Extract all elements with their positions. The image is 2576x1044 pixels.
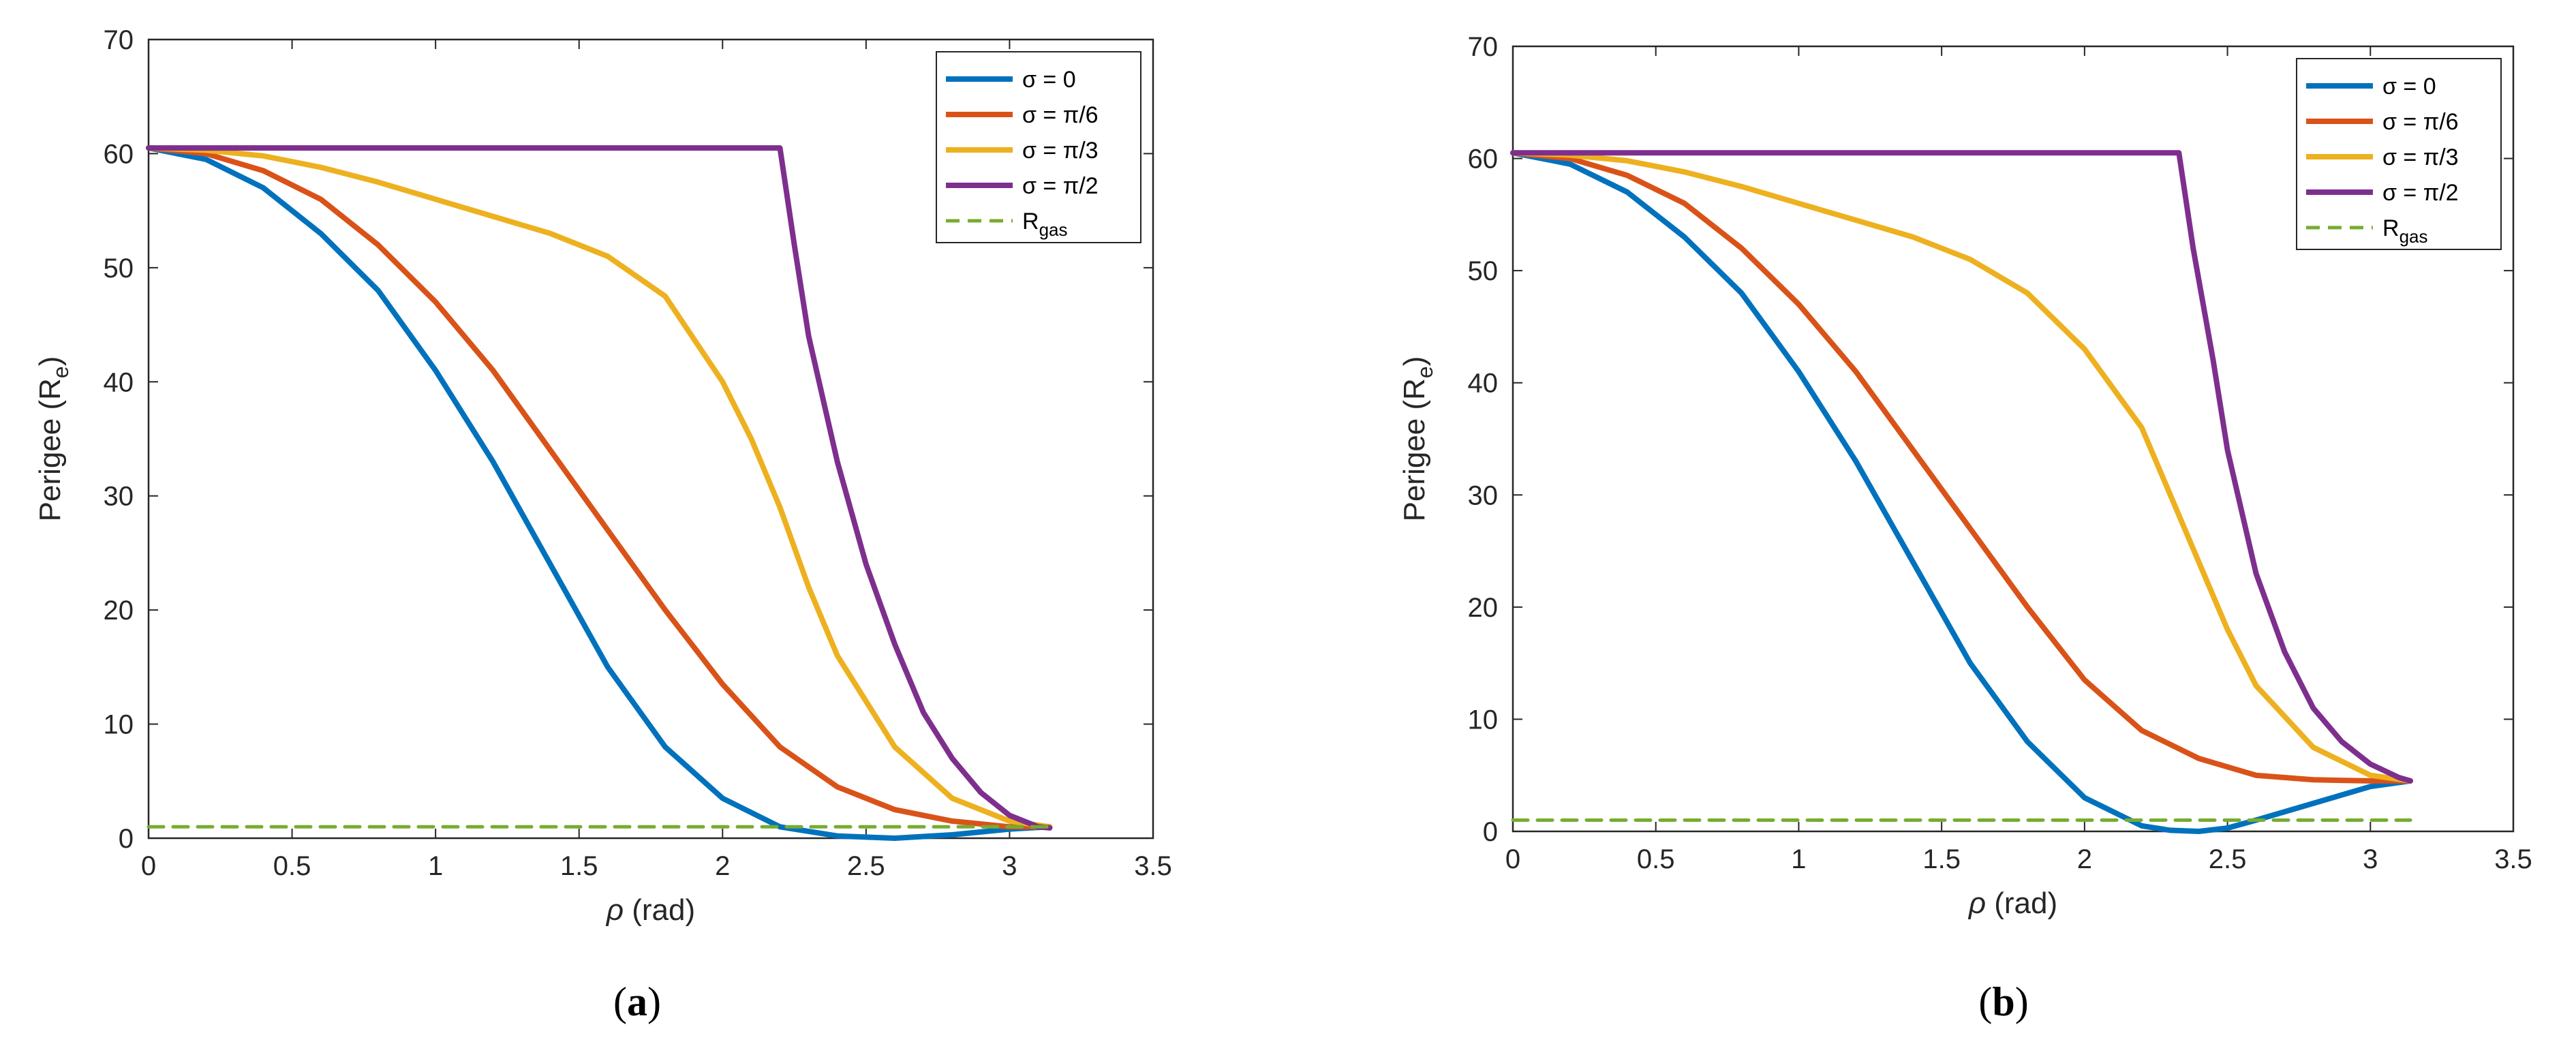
legend-entry-3: σ = π/2 <box>2382 180 2459 206</box>
series-line-1 <box>146 145 1053 830</box>
panel-caption-letter: a <box>627 979 647 1024</box>
y-tick-label: 40 <box>1468 369 1499 399</box>
y-axis-label-main: Perigee (R <box>33 378 67 521</box>
y-tick-label: 50 <box>1468 256 1499 286</box>
legend-entry-4: Rgas <box>2382 215 2427 247</box>
chart-panel-b: 0 0.5 1 1.5 2 2.5 3 3.5 0 10 20 30 40 50 60 70 ρ (rad) Pe… <box>1398 32 2532 1024</box>
series-line-3 <box>1510 150 2413 784</box>
y-tick-label: 0 <box>119 824 134 854</box>
legend-entry-text: σ = π/6 <box>1022 102 1099 128</box>
legend-entry-1: σ = π/6 <box>2382 109 2459 135</box>
legend-entry-subscript: gas <box>2399 226 2428 247</box>
x-tick-label: 1 <box>428 851 443 881</box>
series-line-1 <box>1510 150 2413 784</box>
x-tick-label: 1.5 <box>1922 844 1961 874</box>
chart-panel-a: 0 0.5 1 1.5 2 2.5 3 3.5 0 10 20 30 40 50 60 70 ρ (rad) Pe… <box>33 25 1172 1024</box>
legend-entry-text: σ = π/6 <box>2382 109 2459 135</box>
legend-entry-2: σ = π/3 <box>1022 138 1099 164</box>
legend-entry-text: σ = π/2 <box>2382 180 2459 206</box>
x-tick-label: 2 <box>715 851 730 881</box>
legend-entry-text: σ = π/2 <box>1022 173 1099 199</box>
panel-caption-open: ( <box>613 979 627 1024</box>
y-tick-label: 60 <box>104 139 134 169</box>
x-axis-label-symbol: ρ <box>1967 887 1986 920</box>
x-tick-label: 0 <box>1505 844 1520 874</box>
y-tick-label: 40 <box>104 367 134 397</box>
panel-caption-close: ) <box>647 979 661 1024</box>
x-axis-label: ρ (rad) <box>1967 887 2057 920</box>
x-tick-label: 2.5 <box>847 851 885 881</box>
panel-caption: (b) <box>1978 979 2028 1024</box>
x-axis-label-unit: (rad) <box>624 893 695 927</box>
y-tick-label: 70 <box>104 25 134 55</box>
panel-caption-letter: b <box>1992 979 2014 1024</box>
x-tick-label: 0.5 <box>273 851 311 881</box>
x-tick-label: 2.5 <box>2209 844 2247 874</box>
series-line-2 <box>146 145 1053 830</box>
x-tick-label: 3.5 <box>2494 844 2532 874</box>
legend-entry-4: Rgas <box>1022 209 1067 240</box>
y-tick-label: 10 <box>1468 705 1499 735</box>
panel-caption-close: ) <box>2015 979 2029 1024</box>
x-axis-label: ρ (rad) <box>605 893 695 927</box>
y-axis-label-close: ) <box>33 356 67 367</box>
y-axis-label: Perigee (Re) <box>1398 356 1437 522</box>
x-tick-label: 3.5 <box>1134 851 1172 881</box>
legend: σ = 0 σ = π/6 σ = π/3 σ = π/2 Rgas <box>936 51 1141 243</box>
x-tick-label: 1 <box>1791 844 1806 874</box>
legend-entry-subscript: gas <box>1039 219 1068 240</box>
y-axis-label-sub: e <box>1413 366 1437 378</box>
legend-entry-text: R <box>2382 215 2399 241</box>
legend-entry-0: σ = 0 <box>1022 67 1076 93</box>
x-tick-label: 0 <box>141 851 156 881</box>
y-tick-label: 20 <box>104 596 134 626</box>
legend-entry-text: σ = π/3 <box>2382 144 2459 170</box>
y-axis-label-close: ) <box>1398 356 1431 367</box>
legend-entry-text: σ = 0 <box>1022 67 1076 93</box>
series-line-2 <box>1510 150 2413 784</box>
x-tick-label: 2 <box>2077 844 2092 874</box>
x-tick-label: 1.5 <box>560 851 598 881</box>
x-tick-label: 0.5 <box>1637 844 1675 874</box>
y-tick-label: 50 <box>104 254 134 283</box>
y-tick-label: 30 <box>104 482 134 512</box>
y-tick-label: 0 <box>1483 817 1498 847</box>
y-tick-label: 70 <box>1468 32 1499 62</box>
y-axis-label-main: Perigee (R <box>1398 378 1431 521</box>
legend-entry-3: σ = π/2 <box>1022 173 1099 199</box>
legend: σ = 0 σ = π/6 σ = π/3 σ = π/2 Rgas <box>2296 58 2502 250</box>
y-tick-label: 10 <box>104 710 134 740</box>
x-tick-label: 3 <box>1002 851 1017 881</box>
x-tick-label: 3 <box>2363 844 2378 874</box>
y-tick-label: 30 <box>1468 480 1499 510</box>
y-axis-label: Perigee (Re) <box>33 356 73 522</box>
panel-caption: (a) <box>613 979 661 1024</box>
legend-entry-2: σ = π/3 <box>2382 144 2459 170</box>
legend-entry-text: σ = π/3 <box>1022 138 1099 164</box>
series-line-0 <box>146 145 1053 841</box>
legend-entry-0: σ = 0 <box>2382 74 2436 99</box>
y-tick-label: 60 <box>1468 144 1499 174</box>
y-axis-label-sub: e <box>48 366 73 378</box>
legend-entry-1: σ = π/6 <box>1022 102 1099 128</box>
y-tick-label: 20 <box>1468 593 1499 623</box>
x-axis-label-symbol: ρ <box>605 893 624 927</box>
legend-entry-text: σ = 0 <box>2382 74 2436 99</box>
series-line-3 <box>146 145 1053 831</box>
panel-caption-open: ( <box>1978 979 1992 1024</box>
x-axis-label-unit: (rad) <box>1986 887 2057 920</box>
legend-entry-text: R <box>1022 209 1039 234</box>
